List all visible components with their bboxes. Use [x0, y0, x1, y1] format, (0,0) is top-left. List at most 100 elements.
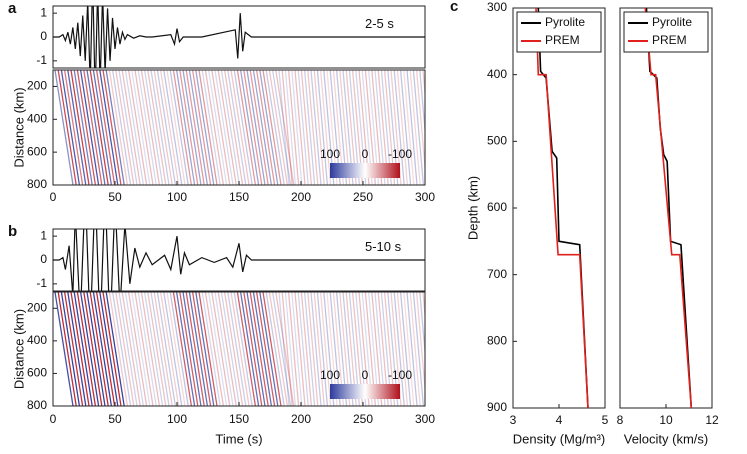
stripe	[70, 70, 90, 185]
stripe	[150, 292, 170, 406]
stripe	[137, 292, 157, 406]
legend-label: Pyrolite	[652, 15, 692, 29]
stripe	[127, 292, 148, 406]
stripe	[156, 292, 177, 406]
stripe	[243, 292, 263, 406]
stripe	[163, 292, 183, 406]
annotation: 5-10 s	[365, 239, 402, 254]
x-tick-label: 50	[108, 412, 122, 426]
stripe	[118, 70, 138, 185]
stripe	[233, 70, 253, 185]
stripe	[79, 292, 100, 406]
stripe	[153, 292, 173, 406]
colorbar	[330, 163, 400, 178]
stripe	[211, 292, 231, 406]
stripe	[220, 292, 241, 406]
stripe	[185, 70, 205, 185]
stripe	[115, 292, 135, 406]
x-tick-label: 0	[50, 412, 57, 426]
y-tick-label: 600	[487, 200, 507, 214]
stripe	[163, 70, 183, 185]
stripe	[297, 70, 309, 185]
x-tick-label: 8	[617, 413, 624, 427]
y-tick-label: 700	[487, 267, 507, 281]
stripe	[227, 70, 247, 185]
y-tick-label: 400	[27, 111, 47, 125]
stripe	[175, 70, 196, 185]
annotation: 2-5 s	[365, 16, 394, 31]
y-tick-label: 200	[27, 300, 47, 314]
stripe	[271, 292, 292, 406]
stripe	[246, 292, 266, 406]
stripe	[211, 70, 231, 185]
stripe	[198, 70, 218, 185]
stripe	[291, 70, 303, 185]
stripe	[172, 292, 193, 406]
stripe	[67, 70, 87, 185]
colorbar-tick-label: -100	[388, 147, 412, 161]
y-tick-label: 400	[487, 67, 507, 81]
stripe	[99, 70, 119, 185]
axes-frame	[512, 7, 606, 409]
x-tick-label: 5	[602, 413, 609, 427]
stripe	[239, 292, 260, 406]
stripe	[281, 292, 293, 406]
stripe	[303, 70, 316, 185]
stripe	[147, 292, 167, 406]
stripe	[179, 292, 199, 406]
stripe	[137, 70, 157, 185]
legend-label: Pyrolite	[545, 15, 585, 29]
stripe	[57, 292, 77, 406]
x-tick-label: 150	[229, 412, 249, 426]
stripe	[191, 70, 212, 185]
stripe	[433, 292, 443, 406]
stripe	[436, 292, 446, 406]
stripe	[436, 70, 446, 185]
x-tick-label: 250	[353, 190, 373, 204]
y-tick-label: 300	[487, 0, 507, 14]
stripe	[275, 70, 295, 185]
stripe	[300, 292, 313, 406]
stripe	[188, 70, 209, 185]
stripe	[233, 292, 253, 406]
x-tick-label: 300	[415, 190, 435, 204]
stripe	[313, 292, 325, 406]
stripe	[89, 70, 109, 185]
stripe	[313, 70, 325, 185]
stripe	[252, 70, 273, 185]
stripe	[159, 70, 180, 185]
colorbar-tick-label: -100	[388, 368, 412, 382]
stripe	[95, 292, 116, 406]
stripe	[124, 292, 145, 406]
x-axis-label: Velocity (km/s)	[624, 431, 709, 446]
stripe	[156, 70, 177, 185]
colorbar-tick-label: 0	[362, 368, 369, 382]
stripe	[399, 292, 412, 406]
x-tick-label: 150	[229, 190, 249, 204]
heatmap-texture	[54, 292, 446, 406]
panel-label: a	[8, 0, 17, 17]
stripe	[108, 292, 129, 406]
stripe	[217, 70, 237, 185]
stripe	[159, 292, 180, 406]
stripe	[275, 292, 295, 406]
stripe	[60, 70, 81, 185]
profile-line	[645, 7, 693, 409]
stripe	[399, 70, 412, 185]
stripe	[426, 292, 436, 406]
stripe	[73, 292, 93, 406]
stripe	[294, 70, 306, 185]
stripe	[284, 70, 297, 185]
stripe	[108, 70, 129, 185]
stripe	[406, 292, 418, 406]
x-tick-label: 200	[291, 412, 311, 426]
stripe	[278, 70, 290, 185]
y-axis-label: Distance (km)	[11, 87, 26, 167]
y-tick-label: 800	[487, 334, 507, 348]
stripe	[86, 292, 106, 406]
stripe	[310, 70, 322, 185]
y-tick-label: 800	[27, 177, 47, 191]
stripe	[86, 70, 106, 185]
stripe	[281, 70, 293, 185]
panel-label: b	[8, 223, 17, 240]
